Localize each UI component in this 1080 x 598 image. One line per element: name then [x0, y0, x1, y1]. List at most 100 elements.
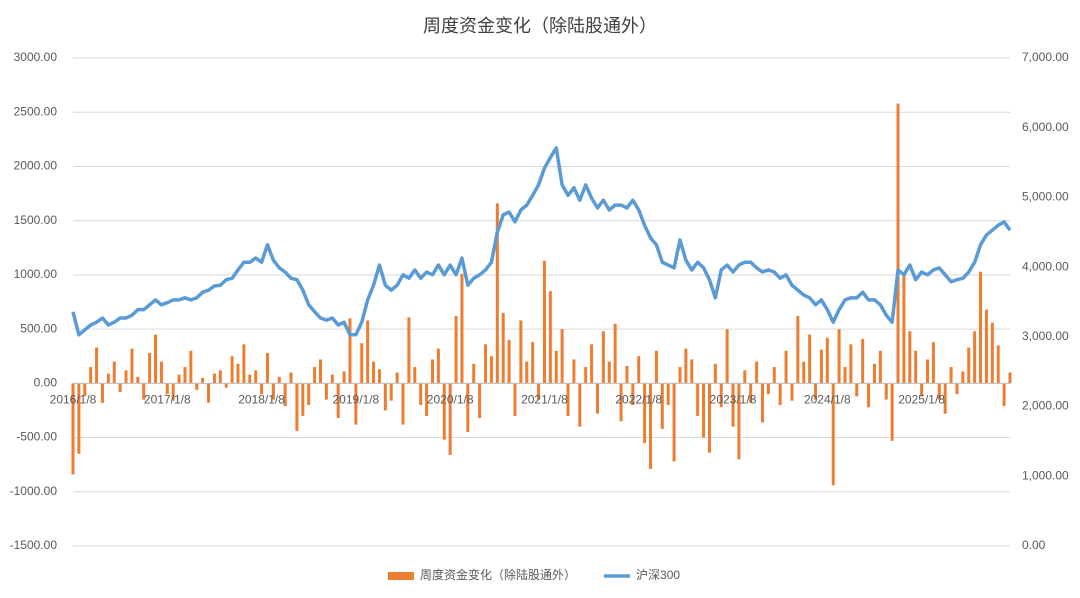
y-tick-label: 3000.00 [14, 50, 58, 64]
bar [649, 383, 653, 470]
bar [749, 383, 753, 403]
bar [542, 260, 546, 384]
bar [407, 317, 411, 384]
bar [383, 383, 387, 411]
legend: 周度资金变化（除陆股通外） 沪深300 [388, 567, 680, 582]
bar [142, 383, 146, 400]
bar [460, 273, 464, 384]
bar [377, 369, 381, 384]
bar [271, 383, 275, 400]
x-tick-label: 2018/1/8 [238, 393, 285, 407]
bar [937, 383, 941, 400]
bar [224, 383, 228, 388]
bar [218, 370, 222, 384]
bar [95, 347, 99, 384]
bar [360, 343, 364, 384]
y-tick-label: 1000.00 [14, 267, 58, 281]
bar [425, 383, 429, 416]
bar [843, 367, 847, 384]
bar [106, 373, 110, 384]
bar [154, 334, 158, 384]
x-tick-label: 2017/1/8 [144, 393, 191, 407]
bar [725, 329, 729, 384]
bar [796, 316, 800, 384]
bar [884, 383, 888, 400]
bar [537, 383, 541, 400]
bar [395, 372, 399, 384]
bar [313, 367, 317, 384]
bar [207, 383, 211, 403]
bar [766, 383, 770, 395]
bar [501, 312, 505, 384]
bar [189, 350, 193, 384]
bar [996, 345, 1000, 384]
bar [100, 383, 104, 403]
bar [990, 322, 994, 384]
bar [201, 377, 205, 384]
y2-tick-label: 5,000.00 [1022, 190, 1069, 204]
y-tick-label: 1500.00 [14, 213, 58, 227]
bar [484, 344, 488, 384]
bar [872, 363, 876, 384]
bar [643, 383, 647, 443]
bar [1008, 372, 1012, 384]
bar [607, 361, 611, 384]
bar [802, 361, 806, 384]
bar [366, 320, 370, 384]
bar [814, 383, 818, 400]
bar [878, 350, 882, 384]
bar [619, 383, 623, 422]
bar [319, 359, 323, 384]
bar [578, 383, 582, 427]
bar [419, 383, 423, 406]
bar [973, 331, 977, 384]
bar [242, 344, 246, 384]
y-tick-label: -500.00 [16, 430, 57, 444]
bar [248, 374, 252, 384]
bar [908, 331, 912, 384]
bar [967, 347, 971, 384]
bar [554, 350, 558, 384]
bar [914, 350, 918, 384]
bar [265, 352, 269, 384]
bar [566, 383, 570, 416]
bar [324, 383, 328, 400]
bar [289, 372, 293, 384]
bar [183, 367, 187, 384]
bar [678, 367, 682, 384]
bar [212, 373, 216, 384]
y2-tick-label: 4,000.00 [1022, 259, 1069, 273]
bar [696, 383, 700, 416]
bar [478, 383, 482, 419]
bar [931, 342, 935, 384]
bar [572, 359, 576, 384]
bar [136, 376, 140, 384]
bar [672, 383, 676, 462]
bar [148, 352, 152, 384]
bar [401, 383, 405, 425]
bar [684, 348, 688, 384]
bar [660, 383, 664, 429]
bar [277, 376, 281, 384]
bar [666, 383, 670, 406]
bar [525, 361, 529, 384]
bar [825, 337, 829, 384]
x-tick-label: 2024/1/8 [804, 393, 851, 407]
bar [230, 356, 234, 384]
bar [531, 342, 535, 384]
bar [89, 367, 93, 384]
bar [195, 383, 199, 390]
bar [254, 370, 258, 384]
bar [236, 363, 240, 384]
bar [731, 383, 735, 427]
bar [165, 383, 169, 395]
bar [719, 383, 723, 408]
bar [861, 338, 865, 384]
bar [507, 339, 511, 384]
bar [943, 383, 947, 414]
bar [925, 359, 929, 384]
bar [330, 374, 334, 384]
bar [849, 344, 853, 384]
bar [631, 383, 635, 406]
